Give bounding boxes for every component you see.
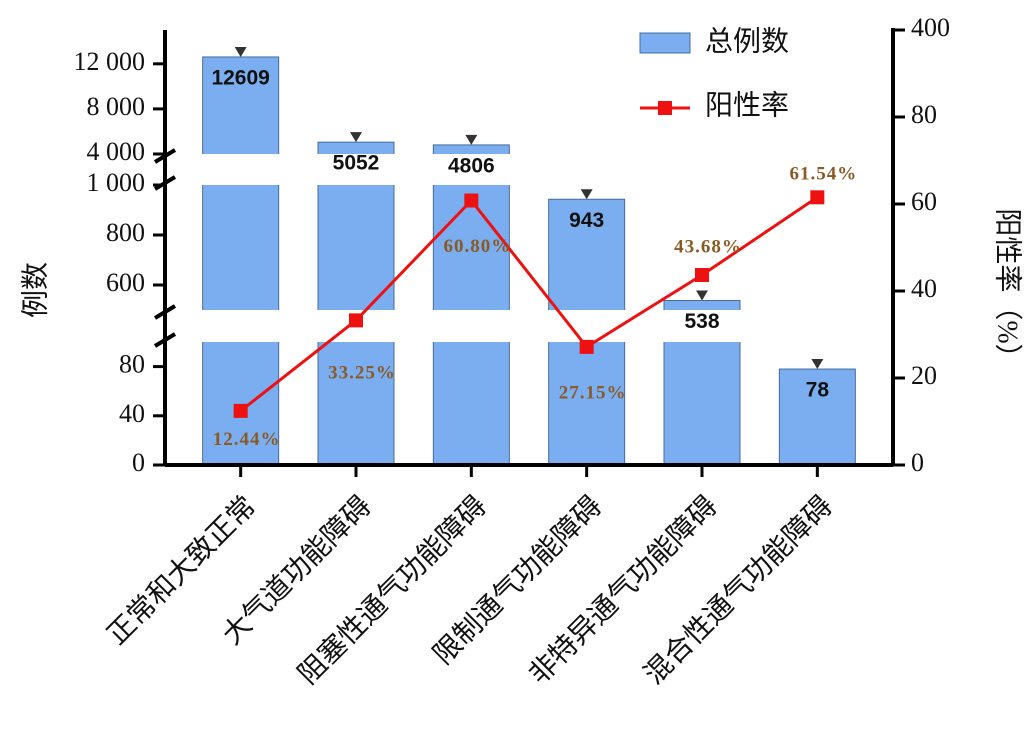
y2-tick-label: 80 (911, 100, 937, 129)
bar-marker (696, 290, 708, 301)
y2-tick-label: 400 (911, 13, 950, 42)
bar-value-label: 943 (569, 209, 604, 232)
legend-swatch (658, 101, 672, 115)
y-tick-label: 0 (132, 448, 145, 477)
y-tick-label: 4 000 (87, 137, 146, 166)
line-marker (464, 193, 479, 208)
bar-value-label: 78 (806, 379, 830, 402)
line-marker (579, 339, 594, 354)
legend-label: 总例数 (705, 25, 789, 57)
bar-marker (811, 359, 824, 370)
y-tick-label: 80 (119, 350, 145, 379)
bar-marker (465, 134, 478, 145)
line-value-label: 43.68% (674, 236, 742, 257)
axis-break-gap (163, 310, 887, 342)
y2-tick-label: 0 (911, 448, 924, 477)
y2-tick-label: 60 (911, 187, 937, 216)
line (239, 196, 819, 413)
line-value-label: 60.80% (443, 236, 511, 257)
x-tick-label: 非特异通气功能障碍 (523, 490, 724, 691)
line-marker (810, 190, 825, 205)
y-tick-label: 600 (106, 268, 145, 297)
bar-marker (580, 189, 593, 200)
axis-break-gap (163, 154, 887, 185)
bar (317, 141, 395, 466)
line-value-label: 27.15% (559, 382, 627, 403)
line-marker (233, 403, 248, 418)
line-value-label: 61.54% (789, 164, 857, 185)
bar (202, 56, 280, 466)
bar-marker (350, 132, 362, 143)
bar-value-label: 12609 (211, 66, 269, 89)
y2-tick-label: 20 (911, 361, 937, 390)
line-marker (695, 267, 709, 282)
y2-axis-label: 阳性率（%） (992, 208, 1024, 371)
legend-swatch (639, 32, 691, 54)
bar (432, 144, 510, 466)
bar-value-label: 4806 (448, 154, 495, 177)
x-tick-label: 混合性通气功能障碍 (638, 490, 839, 691)
y-tick-label: 1 000 (87, 168, 146, 197)
y-tick-label: 40 (119, 399, 145, 428)
y-tick-label: 12 000 (74, 47, 146, 76)
bar-value-label: 5052 (333, 152, 380, 175)
bar-value-label: 538 (684, 310, 719, 333)
bar-marker (234, 46, 247, 57)
line-value-label: 12.44% (213, 429, 281, 450)
y-tick-label: 800 (106, 218, 145, 247)
line-value-label: 33.25% (328, 363, 396, 384)
y-tick-label: 8 000 (87, 92, 146, 121)
x-tick-label: 阻塞性通气功能障碍 (292, 490, 493, 691)
y2-tick-label: 40 (911, 274, 937, 303)
y-axis-label: 例数 (19, 262, 51, 318)
legend-label: 阳性率 (705, 89, 789, 121)
line-marker (349, 313, 363, 328)
